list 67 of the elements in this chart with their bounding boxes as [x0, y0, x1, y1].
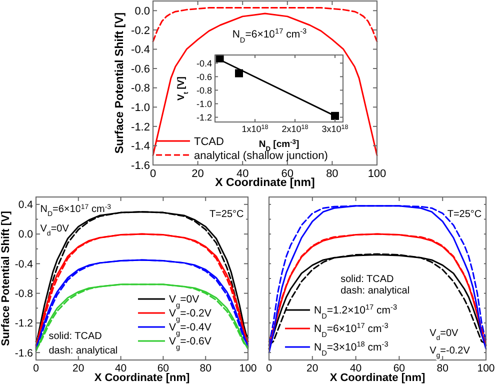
y-tick-label: -0.8: [196, 85, 212, 96]
annotation: solid: TCAD: [48, 331, 102, 342]
y-tick-label: -0.6: [131, 63, 150, 76]
y-tick-label: -1.6: [131, 160, 150, 172]
x-tick-label: 0: [266, 362, 272, 374]
y-tick-label: 0.4: [18, 199, 34, 212]
y-tick-label: -0.6: [196, 72, 212, 82]
annotation: V$_{g}$=-0.2V: [430, 346, 470, 360]
x-tick-label: 1x10$^{18}$: [242, 124, 269, 134]
y-tick-label: -0.4: [14, 258, 34, 270]
x-tick-label: 80: [436, 362, 449, 374]
x-tick-label: 100: [239, 362, 257, 374]
annotation: N$_{D}$=6×10$^{17}$ cm$^{-3}$: [232, 26, 307, 44]
x-tick-label: 0: [33, 362, 40, 374]
line-series: [152, 7, 378, 42]
y-tick-label: 0.0: [134, 5, 150, 18]
legend-label: N$_{D}$=6×10$^{17}$ cm$^{-3}$: [314, 320, 388, 339]
annotation: dash: analytical: [340, 285, 410, 296]
x-axis-title: X Coordinate [nm]: [94, 372, 190, 384]
y-tick-label: -1.0: [196, 98, 212, 109]
y-axis-title: Surface Potential Shift [V]: [0, 210, 12, 346]
legend-label: V$_{g}$=-0.6V: [169, 336, 212, 352]
x-tick-label: 100: [368, 168, 386, 180]
legend-label: N$_{D}$=1.2×10$^{17}$ cm$^{-3}$: [314, 302, 398, 320]
y-tick-label: -0.2: [131, 24, 150, 37]
x-tick-label: 60: [393, 362, 406, 374]
y-tick-label: -1.6: [14, 347, 34, 360]
annotation: T=25°C: [447, 208, 482, 220]
y-tick-label: -1.4: [131, 140, 150, 153]
x-tick-label: 80: [326, 168, 338, 180]
y-tick-label: -1.2: [196, 112, 212, 122]
annotation: V$_{d}$=0V: [430, 328, 459, 342]
x-tick-label: 40: [114, 362, 127, 374]
x-axis-title: N$_{D}$ [cm$^{-3}$]: [258, 138, 300, 152]
y-tick-label: -0.4: [131, 44, 150, 56]
y-tick-label: -0.4: [196, 58, 212, 68]
legend-label: analytical (shallow junction): [194, 150, 328, 162]
annotation: dash: analytical: [48, 346, 118, 357]
y-tick-label: -1.0: [131, 102, 150, 114]
annotation: V$_{d}$=0V: [40, 223, 70, 237]
x-tick-label: 80: [200, 362, 212, 374]
x-tick-label: 0: [150, 168, 156, 180]
x-tick-label: 20: [72, 362, 84, 374]
x-tick-label: 60: [157, 362, 170, 374]
x-tick-label: 2x10$^{18}$: [282, 124, 309, 134]
legend-label: N$_{D}$=3×10$^{18}$ cm$^{-3}$: [314, 339, 388, 358]
annotation: solid: TCAD: [340, 274, 394, 285]
y-tick-label: -1.2: [14, 318, 34, 330]
legend-label: V$_{g}$=-0.2V: [169, 308, 212, 324]
y-tick-label: -1.2: [131, 121, 150, 134]
y-tick-label: 0.0: [18, 228, 34, 241]
x-tick-label: 3x10$^{18}$: [322, 124, 349, 134]
legend-label: V$_{g}$=-0.4V: [169, 322, 212, 338]
x-tick-label: 40: [236, 168, 249, 180]
x-tick-label: 20: [192, 168, 204, 180]
x-tick-label: 100: [477, 362, 495, 374]
x-tick-label: 40: [350, 362, 362, 374]
x-axis-title: X Coordinate [nm]: [330, 372, 426, 384]
legend-label: TCAD: [194, 136, 224, 148]
x-axis-title: X Coordinate [nm]: [215, 177, 315, 189]
y-tick-label: -0.8: [131, 82, 150, 95]
x-tick-label: 20: [306, 362, 318, 374]
legend-label: V$_{g}$=0V: [169, 294, 200, 310]
annotation: N$_{D}$=6×10$^{17}$ cm$^{-3}$: [40, 203, 112, 218]
y-axis-title: Surface Potential Shift [V]: [114, 12, 126, 154]
y-tick-label: -0.8: [14, 288, 34, 300]
annotation: T=25°C: [209, 208, 244, 220]
